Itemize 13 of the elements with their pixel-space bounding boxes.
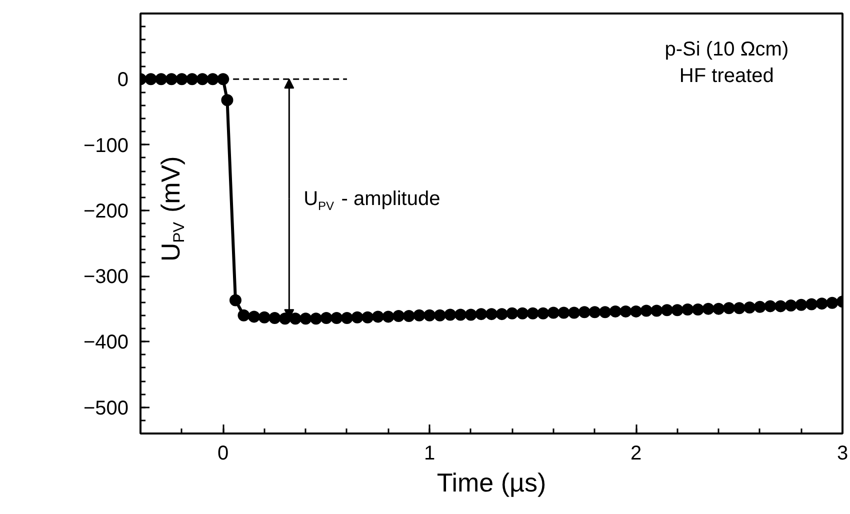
x-tick-label: 3 xyxy=(836,442,848,464)
x-axis-title: Time (µs) xyxy=(436,468,546,498)
y-axis-title: UPV (mV) xyxy=(156,156,188,262)
x-tick-label: 1 xyxy=(424,442,436,464)
y-tick-label: −100 xyxy=(83,134,129,157)
y-tick-label: −500 xyxy=(83,397,129,420)
y-tick-label: −200 xyxy=(83,200,129,222)
y-tick-label: 0 xyxy=(117,69,128,92)
x-tick-label: 0 xyxy=(218,442,229,464)
x-tick-label: 2 xyxy=(630,442,642,464)
y-tick-label: −300 xyxy=(83,266,129,288)
annotation: p-Si (10 Ωcm) HF treated xyxy=(664,38,789,88)
y-tick-label: −400 xyxy=(83,332,129,354)
